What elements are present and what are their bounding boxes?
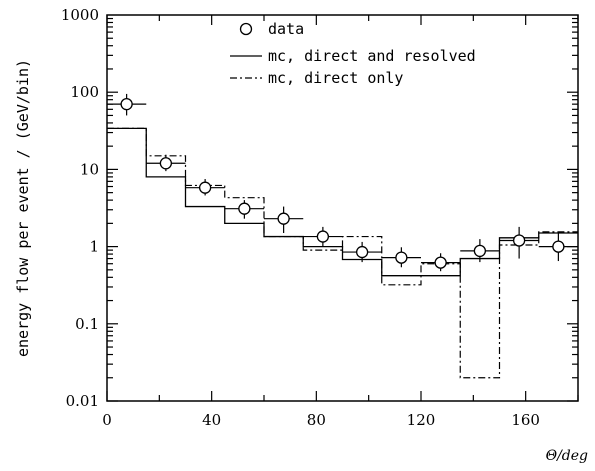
- x-tick-label: 40: [202, 411, 221, 429]
- data-point: [552, 240, 565, 253]
- x-tick-label: 120: [407, 411, 436, 429]
- y-tick-label: 1: [89, 238, 99, 256]
- tick-labels: 0 40 80 120 160 0.01 0.1 1 10 100 1000: [61, 6, 540, 429]
- data-point: [355, 245, 369, 259]
- series-data: [107, 93, 578, 272]
- data-point: [120, 98, 133, 111]
- legend-marker-data: [239, 22, 253, 36]
- data-point: [473, 244, 487, 258]
- histogram-mc-direct-and-resolved: [107, 127, 578, 277]
- x-tick-label: 0: [102, 411, 112, 429]
- y-tick-label: 0.1: [75, 315, 99, 333]
- y-tick-label: 1000: [61, 6, 99, 24]
- data-point: [238, 202, 251, 215]
- legend-label-data: data: [268, 20, 304, 38]
- histogram-mc-direct-only: [107, 127, 578, 379]
- x-tick-label: 80: [307, 411, 326, 429]
- x-axis-label: Θ/deg: [546, 448, 588, 464]
- y-tick-label: 10: [80, 160, 99, 178]
- legend-label-mc-direct: mc, direct only: [268, 69, 403, 87]
- y-tick-label: 0.01: [66, 392, 99, 410]
- x-tick-label: 160: [511, 411, 540, 429]
- data-point: [198, 181, 212, 194]
- axis-ticks: [106, 15, 579, 402]
- data-point: [395, 251, 408, 264]
- data-point: [159, 157, 173, 170]
- data-point: [434, 256, 447, 269]
- legend-label-mc-resolved: mc, direct and resolved: [268, 47, 476, 65]
- y-axis-label: energy flow per event / (GeV/bin): [14, 59, 32, 357]
- data-point: [277, 212, 290, 225]
- data-point: [512, 234, 526, 247]
- series-mc-direct-only: [107, 127, 578, 379]
- legend: data mc, direct and resolved mc, direct …: [230, 20, 476, 87]
- series-mc-direct-and-resolved: [107, 127, 578, 277]
- data-point: [316, 230, 330, 243]
- y-tick-label: 100: [70, 83, 99, 101]
- plot-frame: [106, 14, 579, 402]
